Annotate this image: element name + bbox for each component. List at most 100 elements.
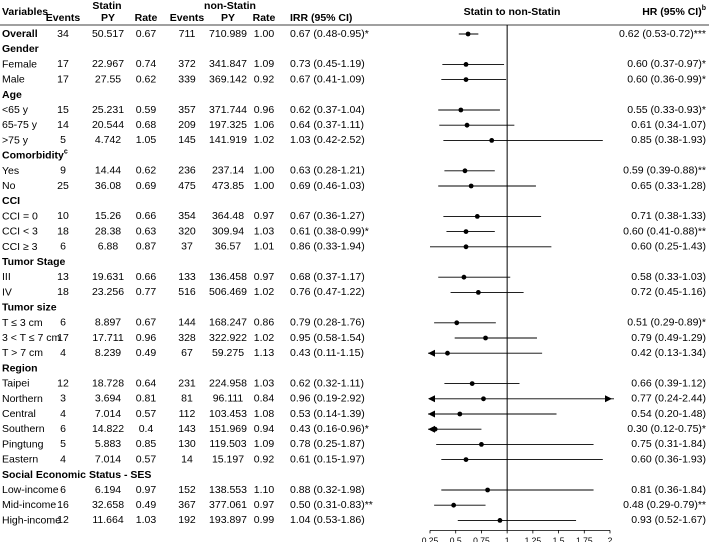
table-cell: 231: [178, 377, 196, 389]
table-cell: 1.03: [136, 514, 157, 526]
table-cell: 151.969: [209, 423, 247, 435]
hr-label: 0.61 (0.34-1.07): [631, 119, 706, 131]
row-label: CCI = 0: [2, 210, 38, 222]
table-cell: 18.728: [92, 377, 124, 389]
row-label-text: IV: [2, 286, 12, 298]
row-label: <65 y: [2, 104, 29, 116]
hr-point: [481, 396, 486, 402]
hr-point: [454, 320, 460, 326]
table-cell: 17.711: [92, 332, 123, 344]
table-cell: 20.544: [92, 119, 124, 131]
table-cell: 0.67: [136, 317, 157, 329]
row-label: 3 < T ≤ 7 cm: [2, 332, 60, 344]
hr-label: 0.42 (0.13-1.34): [631, 347, 706, 359]
row-label-text: Male: [2, 73, 25, 85]
table-cell: 6.88: [98, 241, 119, 253]
table-cell: 6.194: [95, 484, 121, 496]
table-cell: 6: [60, 484, 66, 496]
hr-label: 0.81 (0.36-1.84): [631, 484, 706, 496]
column-header: IRR (95% CI): [290, 12, 352, 24]
table-cell: 197.325: [209, 119, 247, 131]
table-cell: 14: [57, 119, 69, 131]
row-label-text: Tumor Stage: [2, 256, 66, 268]
header-hr: HR (95% CI)b: [642, 5, 706, 17]
table-cell: 364.48: [212, 210, 244, 222]
row-label-text: CCI ≥ 3: [2, 241, 38, 253]
table-cell: 1.08: [254, 408, 275, 420]
table-cell: 18: [57, 286, 69, 298]
hr-label: 0.79 (0.49-1.29): [631, 332, 706, 344]
table-cell: 193.897: [209, 514, 247, 526]
row-label-text: Age: [2, 89, 22, 101]
table-cell: 1.10: [254, 484, 275, 496]
hr-label: 0.60 (0.25-1.43): [631, 241, 706, 253]
table-cell: 0.50 (0.31-0.83)**: [290, 499, 373, 511]
table-cell: 339: [178, 73, 196, 85]
table-cell: 0.87: [136, 241, 157, 253]
table-cell: 0.62: [136, 165, 157, 177]
row-label-text: III: [2, 271, 11, 283]
row-label: Taipei: [2, 377, 29, 389]
table-cell: 0.92: [254, 73, 275, 85]
table-cell: 0.63 (0.28-1.21): [290, 165, 365, 177]
row-label: T ≤ 3 cm: [2, 317, 43, 329]
row-label: Yes: [2, 165, 19, 177]
row-label-text: No: [2, 180, 16, 192]
hr-point: [463, 77, 469, 82]
hr-point: [485, 487, 490, 493]
x-tick-label: 1.5: [553, 536, 565, 542]
hr-point: [463, 457, 469, 462]
row-label: Eastern: [2, 453, 38, 465]
table-cell: 516: [178, 286, 196, 298]
table-cell: 237.14: [212, 165, 244, 177]
hr-label: 0.55 (0.33-0.93)*: [627, 104, 706, 116]
table-cell: 309.94: [212, 225, 244, 237]
table-cell: 1.00: [254, 180, 275, 192]
row-label: Tumor size: [2, 301, 57, 313]
table-cell: 144: [178, 317, 196, 329]
table-cell: 13: [57, 271, 69, 283]
table-cell: 15.26: [95, 210, 121, 222]
hr-label: 0.54 (0.20-1.48): [631, 408, 706, 420]
table-cell: 209: [178, 119, 196, 131]
table-cell: 0.74: [136, 58, 157, 70]
hr-point: [463, 229, 469, 235]
table-cell: 0.57: [136, 453, 157, 465]
table-cell: 377.061: [209, 499, 247, 511]
row-label: Low-income: [2, 484, 59, 496]
table-cell: 168.247: [209, 317, 247, 329]
table-cell: 0.67 (0.36-1.27): [290, 210, 365, 222]
table-cell: 0.92: [254, 453, 275, 465]
hr-label: 0.72 (0.45-1.16): [631, 286, 706, 298]
row-label: T > 7 cm: [2, 347, 43, 359]
row-label: No: [2, 180, 16, 192]
row-label: Mid-income: [2, 499, 56, 511]
table-cell: 354: [178, 210, 196, 222]
row-label: Southern: [2, 423, 45, 435]
table-cell: 473.85: [212, 180, 244, 192]
column-header: Events: [170, 12, 205, 24]
table-cell: 0.4: [139, 423, 154, 435]
table-cell: 8.897: [95, 317, 121, 329]
table-cell: 1.06: [254, 119, 275, 131]
hr-label: 0.93 (0.52-1.67): [631, 514, 706, 526]
table-cell: 0.97: [136, 484, 157, 496]
hr-point: [451, 502, 457, 508]
hr-label: 0.59 (0.39-0.88)**: [623, 165, 706, 177]
row-label-note: c: [64, 149, 68, 156]
table-cell: 0.43 (0.16-0.96)*: [290, 423, 369, 435]
ci-arrow-left: [428, 395, 435, 403]
row-label: Region: [2, 362, 38, 374]
table-cell: 0.73 (0.45-1.19): [290, 58, 365, 70]
table-cell: 371.744: [209, 104, 247, 116]
table-cell: 0.99: [254, 514, 275, 526]
row-label: Northern: [2, 393, 43, 405]
table-cell: 0.67 (0.48-0.95)*: [290, 28, 369, 40]
table-cell: 27.55: [95, 73, 121, 85]
row-label-text: Tumor size: [2, 301, 57, 313]
table-cell: 0.96 (0.19-2.92): [290, 393, 365, 405]
table-cell: 0.81: [136, 393, 157, 405]
table-cell: 0.88 (0.32-1.98): [290, 484, 365, 496]
table-cell: 0.49: [136, 347, 157, 359]
